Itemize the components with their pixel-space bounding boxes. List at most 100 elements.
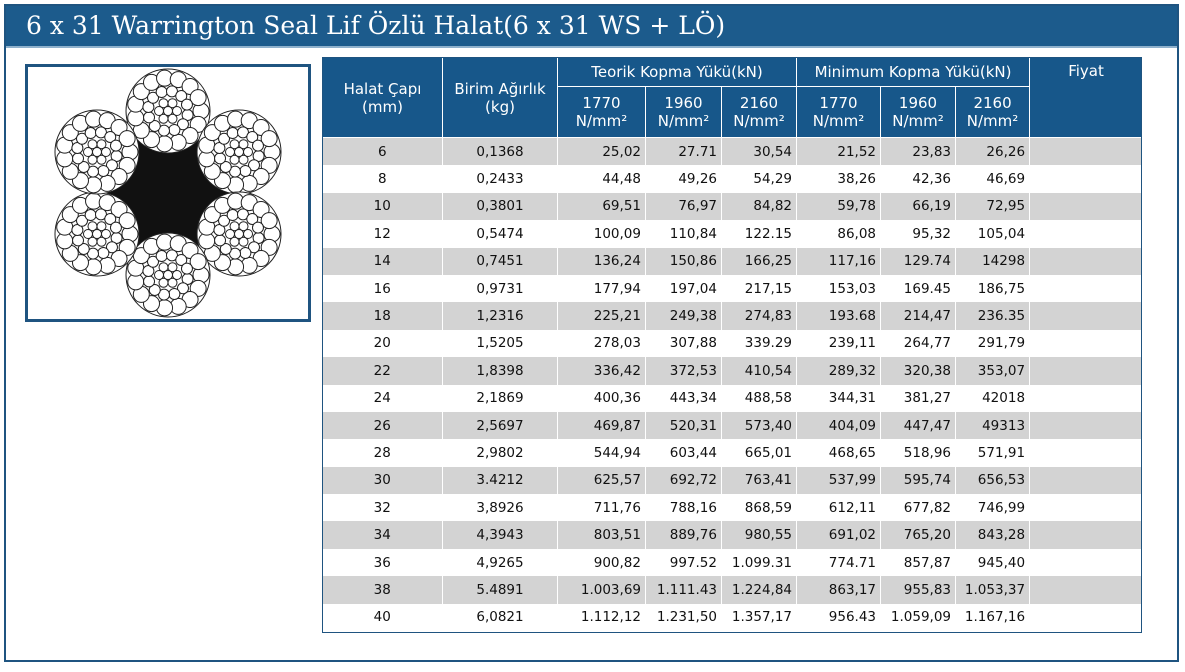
table-cell: 900,82 (557, 548, 646, 577)
table-cell: 110,84 (645, 220, 722, 248)
table-cell (1029, 165, 1144, 193)
wire (214, 234, 227, 247)
wire (84, 209, 97, 222)
table-cell: 410,54 (721, 357, 798, 385)
table-cell: 1.357,17 (721, 603, 798, 632)
table-cell: 307,88 (645, 329, 722, 358)
table-cell: 404,09 (796, 411, 882, 440)
table-cell: 186,75 (955, 274, 1031, 303)
wire (72, 152, 85, 165)
table-cell: 1.099.31 (721, 548, 798, 577)
table-cell: 32 (322, 494, 443, 522)
wire (246, 131, 259, 144)
table-cell: 997.52 (645, 548, 722, 577)
wire (104, 131, 117, 144)
table-cell: 774.71 (796, 548, 882, 577)
table-cell: 8 (322, 165, 443, 193)
grade-value: 1960 (898, 94, 938, 112)
wire (214, 152, 227, 165)
table-cell: 488,58 (721, 384, 798, 412)
table-cell: 765,20 (880, 521, 957, 549)
table-cell: 4,3943 (442, 521, 558, 549)
header-diameter: Halat Çapı (mm) (322, 57, 443, 138)
wire (148, 119, 161, 132)
table-cell: 38,26 (796, 165, 882, 193)
table-cell: 122.15 (721, 220, 798, 248)
table-row: 14 0,7451 136,24 150,86 166,25 117,16 129.74 14… (322, 247, 1144, 275)
table-cell: 18 (322, 302, 443, 330)
table-cell: 117,16 (796, 247, 882, 275)
table-cell: 843,28 (955, 521, 1031, 549)
table-cell: 336,42 (557, 357, 646, 385)
table-cell: 857,87 (880, 548, 957, 577)
table-row: 32 3,8926 711,76 788,16 868,59 612,11 677,82 74… (322, 494, 1144, 522)
wire (168, 287, 181, 300)
wire (84, 127, 97, 140)
table-cell (1029, 494, 1144, 522)
table-cell (1029, 603, 1144, 632)
table-cell: 166,25 (721, 247, 798, 275)
rope-spec-table: Halat Çapı (mm) Birim Ağırlık (kg) Teori… (322, 57, 1144, 632)
table-cell: 573,40 (721, 411, 798, 440)
table-cell: 803,51 (557, 521, 646, 549)
wire (234, 229, 245, 239)
table-cell: 28 (322, 439, 443, 467)
table-cell: 2,9802 (442, 439, 558, 467)
table-cell: 136,24 (557, 247, 646, 275)
table-cell: 1.224,84 (721, 576, 798, 604)
header-grade-3: 1770 N/mm² (796, 86, 882, 138)
wire (260, 212, 278, 230)
table-cell: 381,27 (880, 384, 957, 412)
table-cell: 1.231,50 (645, 603, 722, 632)
table-cell: 945,40 (955, 548, 1031, 577)
table-cell: 0,3801 (442, 192, 558, 221)
grade-unit: N/mm² (812, 112, 865, 130)
table-cell: 129.74 (880, 247, 957, 275)
header-diameter-unit: (mm) (362, 97, 403, 116)
table-cell: 1,5205 (442, 329, 558, 358)
wire (75, 214, 88, 227)
table-cell: 372,53 (645, 357, 722, 385)
wire (229, 236, 240, 247)
wire (189, 89, 207, 107)
table-cell: 763,41 (721, 466, 798, 495)
rope-spec-table-body: 6 0,1368 25,02 27.71 30,54 21,52 23,83 26,26 8 0,… (322, 137, 1144, 632)
table-cell: 980,55 (721, 521, 798, 549)
table-cell (1029, 302, 1144, 330)
wire (87, 236, 98, 247)
table-cell: 86,08 (796, 220, 882, 248)
header-grade-0: 1770 N/mm² (557, 86, 646, 138)
wire (234, 147, 245, 157)
table-cell: 236.35 (955, 302, 1031, 330)
table-cell: 150,86 (645, 247, 722, 275)
table-cell: 0,9731 (442, 274, 558, 303)
table-cell: 95,32 (880, 220, 957, 248)
table-cell: 193.68 (796, 302, 882, 330)
table-cell: 612,11 (796, 494, 882, 522)
table-cell (1029, 411, 1144, 440)
table-cell (1029, 137, 1144, 166)
table-cell: 291,79 (955, 329, 1031, 358)
grade-unit: N/mm² (657, 112, 710, 130)
wire (175, 254, 188, 267)
wire (155, 86, 168, 99)
table-cell: 1.167,16 (955, 603, 1031, 632)
table-cell: 22 (322, 357, 443, 385)
wire (72, 234, 85, 247)
table-cell (1029, 384, 1144, 412)
wire (91, 229, 102, 239)
table-cell: 5.4891 (442, 576, 558, 604)
table-cell: 16 (322, 274, 443, 303)
wire (118, 130, 136, 148)
table-cell: 863,17 (796, 576, 882, 604)
wire (180, 98, 193, 111)
wire (143, 275, 156, 288)
table-cell: 0,7451 (442, 247, 558, 275)
rope-spec-table-container: Halat Çapı (mm) Birim Ağırlık (kg) Teori… (322, 57, 1144, 632)
header-diameter-label: Halat Çapı (343, 79, 422, 98)
wire (147, 255, 160, 268)
wire (248, 159, 261, 172)
table-cell (1029, 466, 1144, 495)
wire (167, 98, 178, 109)
wire (226, 127, 239, 140)
